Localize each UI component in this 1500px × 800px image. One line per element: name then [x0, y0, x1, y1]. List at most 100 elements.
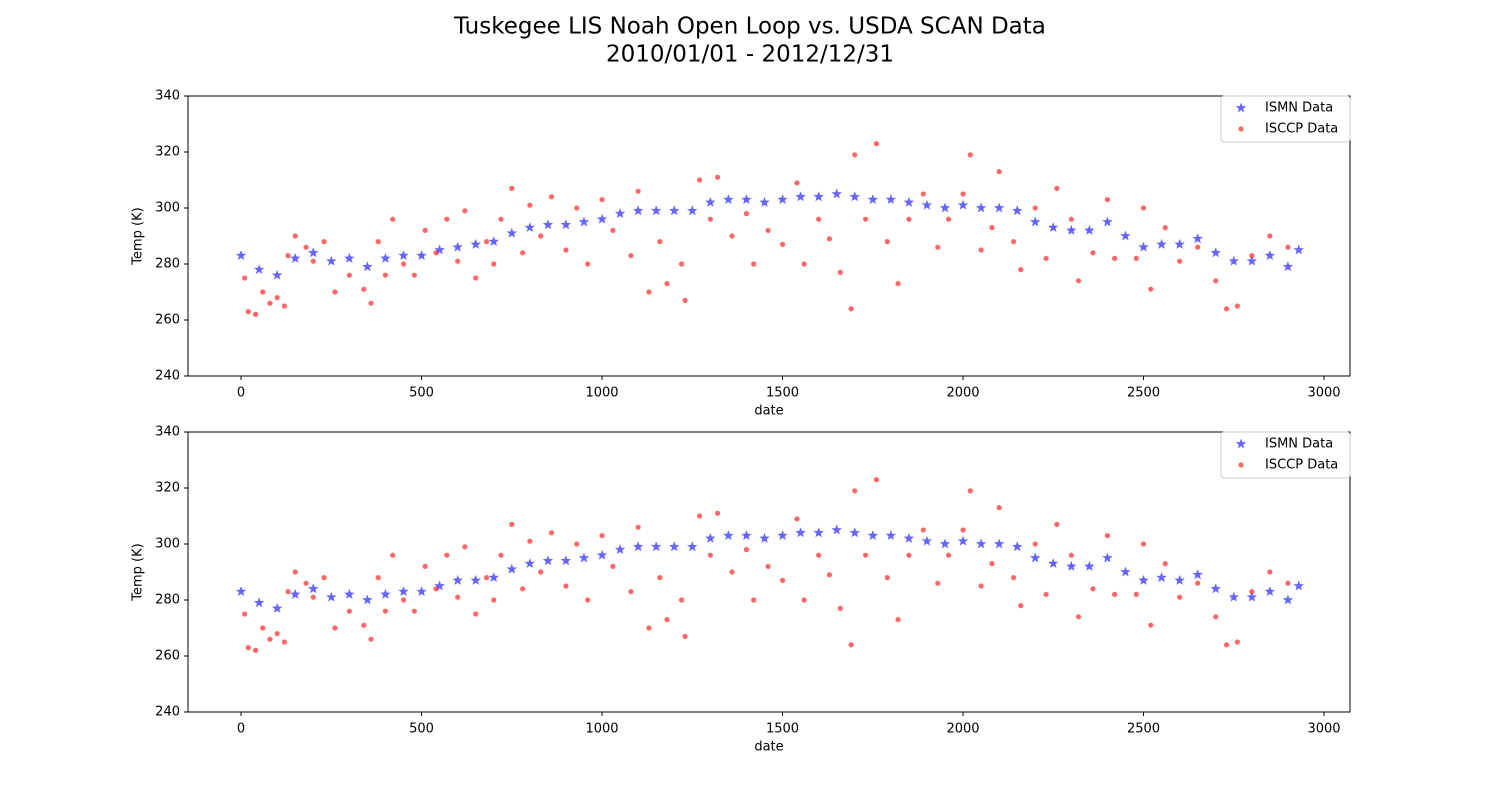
circle-marker	[906, 216, 912, 222]
circle-marker	[852, 152, 858, 158]
y-tick-label: 240	[155, 369, 180, 384]
legend-box	[1220, 431, 1351, 479]
star-marker	[741, 194, 752, 205]
star-marker	[452, 574, 463, 585]
y-tick-label: 240	[155, 705, 180, 720]
y-tick-label: 280	[155, 257, 180, 272]
star-marker	[578, 552, 590, 563]
circle-marker	[751, 597, 757, 603]
circle-marker	[346, 272, 352, 278]
star-marker	[759, 532, 770, 543]
circle-marker	[1249, 589, 1255, 595]
circle-marker	[801, 261, 807, 267]
circle-marker	[1032, 205, 1038, 211]
star-marker	[1282, 261, 1294, 272]
star-marker	[596, 213, 608, 224]
circle-marker	[1223, 642, 1230, 648]
star-marker	[1156, 238, 1167, 249]
star-marker	[705, 196, 716, 207]
star-marker	[416, 586, 427, 597]
circle-marker	[267, 300, 273, 306]
y-tick-label: 260	[155, 313, 180, 328]
circle-marker	[1285, 580, 1291, 586]
circle-marker	[935, 244, 941, 250]
circle-marker	[610, 563, 616, 570]
circle-marker	[826, 236, 833, 242]
circle-marker	[1018, 267, 1024, 273]
star-marker	[506, 227, 518, 238]
circle-marker	[862, 216, 869, 222]
star-marker	[1120, 230, 1131, 241]
circle-marker	[707, 552, 713, 558]
circle-marker	[245, 309, 251, 315]
star-marker	[741, 530, 752, 541]
star-marker	[903, 196, 915, 207]
legend-box	[1220, 95, 1351, 143]
circle-marker	[743, 547, 750, 553]
circle-marker	[989, 225, 995, 231]
star-marker	[560, 555, 572, 566]
plot-frame	[187, 431, 1351, 713]
circle-marker	[527, 538, 533, 544]
circle-marker	[1213, 278, 1219, 284]
star-marker	[1282, 594, 1294, 605]
circle-marker	[267, 636, 273, 642]
star-marker	[1011, 541, 1023, 552]
circle-marker	[837, 605, 843, 612]
star-marker	[1066, 224, 1077, 235]
circle-marker	[1090, 586, 1096, 592]
circle-marker	[292, 233, 298, 239]
star-marker	[596, 549, 608, 560]
circle-marker	[281, 639, 287, 645]
circle-marker	[260, 625, 266, 631]
star-marker	[975, 202, 987, 213]
circle-marker	[1090, 250, 1096, 256]
star-marker	[777, 530, 788, 541]
circle-marker	[1018, 603, 1024, 609]
circle-marker	[274, 631, 280, 637]
x-axis-label: date	[754, 740, 783, 755]
star-marker	[957, 535, 969, 546]
star-marker	[271, 602, 283, 613]
star-marker	[326, 255, 337, 266]
circle-marker	[1043, 255, 1049, 261]
circle-marker	[1043, 591, 1049, 598]
circle-marker	[729, 569, 735, 575]
circle-marker	[664, 281, 670, 287]
star-marker	[993, 538, 1005, 549]
star-marker	[524, 222, 536, 233]
star-marker	[957, 199, 969, 210]
circle-marker	[1140, 541, 1147, 547]
star-marker	[1210, 247, 1221, 258]
circle-marker	[509, 185, 515, 191]
star-marker	[650, 541, 662, 552]
x-tick-label: 3000	[1307, 386, 1340, 401]
circle-marker	[1267, 569, 1273, 575]
circle-marker	[574, 541, 580, 547]
x-tick-label: 2000	[946, 722, 979, 737]
star-marker	[1102, 216, 1113, 227]
x-tick-label: 500	[409, 722, 434, 737]
star-marker	[434, 580, 445, 591]
circle-marker	[978, 583, 984, 589]
circle-marker	[444, 552, 450, 558]
circle-marker	[678, 261, 685, 267]
star-marker	[903, 532, 915, 543]
circle-marker	[260, 289, 266, 295]
star-marker	[705, 532, 716, 543]
x-tick-label: 2500	[1127, 386, 1160, 401]
star-marker	[687, 541, 698, 552]
circle-marker	[945, 552, 952, 558]
y-axis-label: Temp (K)	[131, 543, 146, 601]
circle-marker	[548, 530, 555, 536]
circle-marker	[1068, 552, 1074, 558]
star-marker	[271, 269, 283, 280]
circle-marker	[483, 575, 490, 581]
circle-marker	[548, 194, 555, 200]
star-marker	[1192, 233, 1203, 244]
circle-marker	[520, 586, 526, 592]
x-tick-label: 1500	[766, 722, 799, 737]
circle-marker	[996, 505, 1002, 511]
star-marker	[235, 586, 247, 597]
circle-marker	[779, 241, 786, 247]
